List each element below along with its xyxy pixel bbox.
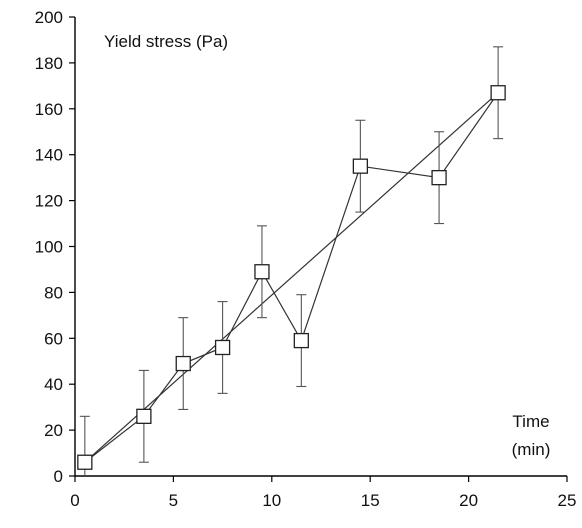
data-point-marker [175,355,191,372]
y-tick-label: 100 [35,238,63,257]
y-tick-label: 80 [44,283,63,302]
data-point-marker [136,408,152,424]
x-tick-label: 15 [361,491,380,510]
y-tick-label: 0 [54,467,63,486]
y-tick-label: 20 [44,421,63,440]
data-point-marker [77,454,93,470]
x-tick-label: 5 [169,491,178,510]
fit-line-group [84,92,499,463]
y-tick-label: 60 [44,329,63,348]
x-tick-label: 25 [558,491,577,510]
data-point-marker [254,264,270,280]
x-tick-label: 10 [262,491,281,510]
y-tick-label: 140 [35,146,63,165]
y-tick-label: 200 [35,8,63,27]
y-tick-label: 160 [35,100,63,119]
fit-line [84,92,499,463]
x-axis-label-line1: Time [512,412,549,431]
data-point-marker [214,339,231,356]
x-tick-label: 0 [70,491,79,510]
data-point-marker [293,332,309,349]
data-point-marker [431,169,447,186]
y-tick-label: 40 [44,375,63,394]
x-tick-label: 20 [459,491,478,510]
data-point-marker [490,85,506,101]
y-tick-label: 180 [35,54,63,73]
markers-group [77,85,506,470]
x-axis-label-line2: (min) [512,440,551,459]
data-point-marker [352,158,369,174]
ticks: 0 20 40 60 80 100 120 140 160 180 200 0 5 10 15 20 25 [35,8,577,510]
y-tick-label: 120 [35,192,63,211]
y-axis-label: Yield stress (Pa) [104,32,228,51]
